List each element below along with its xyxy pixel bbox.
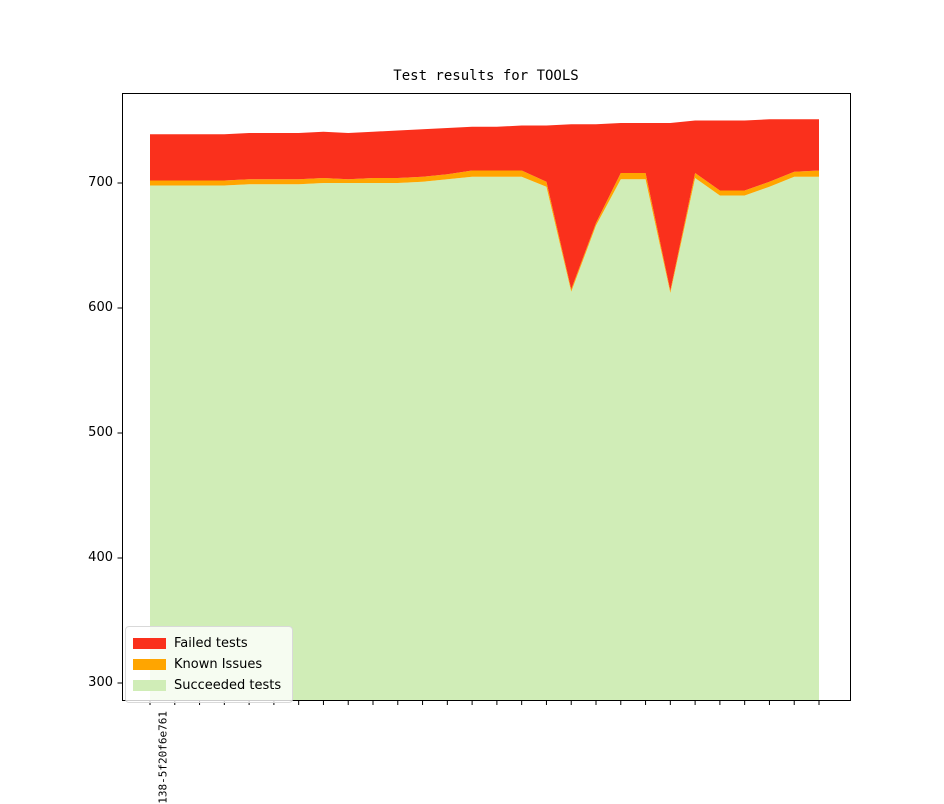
legend-label-failed-tests: Failed tests [174,636,248,651]
x-tick-label: 138-5f20f6e761 [157,711,170,804]
plot-area [117,93,851,705]
legend: Failed tests Known Issues Succeeded test… [125,626,293,703]
known-issues-area [150,170,819,293]
chart-title: Test results for TOOLS [393,68,579,84]
legend-swatch-failed-tests [133,638,166,649]
succeeded-tests-area [150,176,819,701]
y-tick-label: 400 [88,550,113,565]
y-tick-label: 300 [88,675,113,690]
legend-entry-failed: Failed tests [133,633,283,654]
legend-swatch-succeeded-tests [133,680,166,691]
y-tick-label: 700 [88,175,113,190]
legend-entry-known-issues: Known Issues [133,654,283,675]
failed-tests-area [150,119,819,291]
legend-label-succeeded-tests: Succeeded tests [174,678,282,693]
y-tick-label: 500 [88,425,113,440]
y-tick-label: 600 [88,300,113,315]
legend-label-known-issues: Known Issues [174,657,263,672]
figure: Test results for TOOLS 300 400 500 600 700 1… [88,68,851,804]
legend-swatch-known-issues [133,659,166,670]
plot-spines [122,93,851,701]
legend-entry-succeeded: Succeeded tests [133,675,283,696]
